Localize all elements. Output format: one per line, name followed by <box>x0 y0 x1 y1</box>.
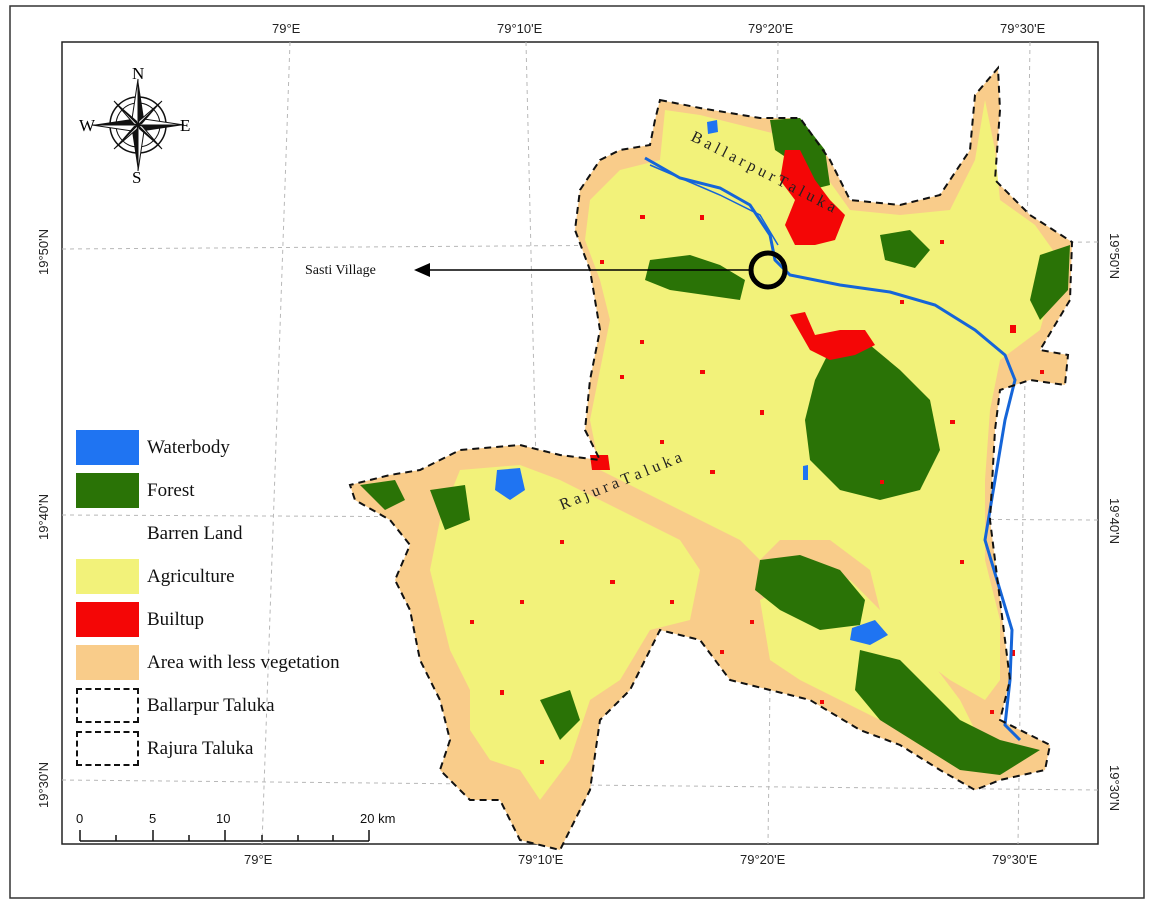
scale-tick-5: 5 <box>149 811 156 826</box>
compass-west: W <box>79 116 96 135</box>
bottom-lon-label-3: 79°20'E <box>740 852 786 867</box>
top-lon-label-1: 79°E <box>272 21 301 36</box>
compass-south: S <box>132 168 141 187</box>
builtup-swatch <box>76 602 139 637</box>
legend-item-rajura-taluka: Rajura Taluka <box>76 729 406 772</box>
right-lat-label-2: 19°40'N <box>1107 498 1122 544</box>
left-lat-label-3: 19°30'N <box>36 762 51 808</box>
left-lat-label-2: 19°40'N <box>36 494 51 540</box>
legend-item-forest: Forest <box>76 471 406 514</box>
legend-item-waterbody: Waterbody <box>76 428 406 471</box>
compass-north: N <box>132 64 144 83</box>
legend-item-agriculture: Agriculture <box>76 557 406 600</box>
legend-label: Agriculture <box>147 566 235 588</box>
scale-tick-10: 10 <box>216 811 230 826</box>
agriculture-swatch <box>76 559 139 594</box>
top-lon-label-4: 79°30'E <box>1000 21 1046 36</box>
left-lat-label-1: 19°50'N <box>36 229 51 275</box>
legend-label: Rajura Taluka <box>147 738 253 760</box>
top-lon-label-2: 79°10'E <box>497 21 543 36</box>
legend-item-barren-land: Barren Land <box>76 514 406 557</box>
legend-label: Ballarpur Taluka <box>147 695 275 717</box>
waterbody-swatch <box>76 430 139 465</box>
legend-item-ballarpur-taluka: Ballarpur Taluka <box>76 686 406 729</box>
legend-label: Forest <box>147 480 195 502</box>
legend-item-less-vegetation: Area with less vegetation <box>76 643 406 686</box>
legend-item-builtup: Builtup <box>76 600 406 643</box>
forest-swatch <box>76 473 139 508</box>
bottom-lon-label-4: 79°30'E <box>992 852 1038 867</box>
dashed-boundary-icon <box>76 731 139 766</box>
dashed-boundary-icon <box>76 688 139 723</box>
waterbody-3 <box>707 120 718 134</box>
compass-east: E <box>180 116 190 135</box>
right-lat-label-1: 19°50'N <box>1107 233 1122 279</box>
legend-label: Builtup <box>147 609 204 631</box>
scale-tick-0: 0 <box>76 811 83 826</box>
builtup-rajura <box>590 455 610 470</box>
bottom-lon-label-2: 79°10'E <box>518 852 564 867</box>
right-lat-label-3: 19°30'N <box>1107 765 1122 811</box>
barren-land-swatch <box>76 516 139 551</box>
waterbody-4 <box>803 465 808 480</box>
sasti-village-label: Sasti Village <box>305 263 376 278</box>
legend-label: Area with less vegetation <box>147 652 340 674</box>
legend-label: Barren Land <box>147 523 242 545</box>
less-vegetation-swatch <box>76 645 139 680</box>
top-lon-label-3: 79°20'E <box>748 21 794 36</box>
map-legend: Waterbody Forest Barren Land Agriculture… <box>76 428 406 772</box>
legend-label: Waterbody <box>147 437 230 459</box>
scale-tick-20: 20 km <box>360 811 395 826</box>
bottom-lon-label-1: 79°E <box>244 852 273 867</box>
